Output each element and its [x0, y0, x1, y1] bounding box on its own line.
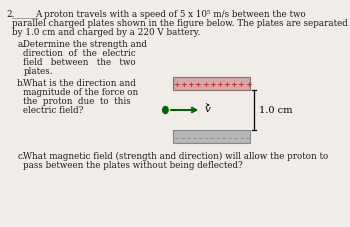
Text: ______: ______	[13, 10, 39, 19]
Text: plates.: plates.	[23, 67, 53, 76]
Text: –: –	[175, 133, 179, 141]
Text: the  proton  due  to  this: the proton due to this	[23, 96, 131, 106]
Text: –: –	[233, 133, 238, 141]
Text: +: +	[187, 81, 194, 89]
Text: +: +	[216, 81, 223, 89]
Text: b.: b.	[17, 79, 26, 88]
Text: –: –	[222, 133, 226, 141]
Text: +: +	[202, 81, 208, 89]
Text: +: +	[195, 81, 201, 89]
Text: –: –	[204, 133, 209, 141]
Text: –: –	[239, 133, 244, 141]
Text: –: –	[216, 133, 220, 141]
Text: –: –	[198, 133, 203, 141]
Text: +: +	[238, 81, 244, 89]
Text: field   between   the   two: field between the two	[23, 58, 136, 67]
Text: +: +	[180, 81, 187, 89]
Text: +: +	[245, 81, 251, 89]
Circle shape	[163, 107, 168, 114]
Text: +: +	[173, 81, 180, 89]
Text: A proton travels with a speed of 5 x 10⁵ m/s between the two: A proton travels with a speed of 5 x 10⁵…	[35, 10, 306, 19]
Bar	[173, 78, 250, 91]
Text: c.: c.	[17, 151, 25, 160]
Text: +: +	[209, 81, 216, 89]
Text: magnitude of the force on: magnitude of the force on	[23, 88, 139, 96]
Text: electric field?: electric field?	[23, 106, 84, 114]
Text: +: +	[223, 81, 230, 89]
Text: What magnetic field (strength and direction) will allow the proton to: What magnetic field (strength and direct…	[23, 151, 329, 160]
Text: direction  of  the  electric: direction of the electric	[23, 49, 136, 58]
Text: pass between the plates without being deflected?: pass between the plates without being de…	[23, 160, 243, 169]
Text: parallel charged plates shown in the figure below. The plates are separated: parallel charged plates shown in the fig…	[13, 19, 348, 28]
Text: –: –	[181, 133, 185, 141]
Text: by 1.0 cm and charged by a 220 V battery.: by 1.0 cm and charged by a 220 V battery…	[13, 28, 201, 37]
Text: –: –	[193, 133, 197, 141]
Text: a.: a.	[17, 40, 25, 49]
Text: –: –	[228, 133, 232, 141]
Text: –: –	[245, 133, 250, 141]
Text: 1.0 cm: 1.0 cm	[259, 106, 293, 115]
Text: –: –	[187, 133, 191, 141]
Text: What is the direction and: What is the direction and	[23, 79, 136, 88]
Text: v: v	[204, 105, 210, 114]
Text: –: –	[210, 133, 214, 141]
Bar	[173, 131, 250, 143]
Text: +: +	[230, 81, 237, 89]
Text: 2.: 2.	[6, 10, 15, 19]
Text: Determine the strength and: Determine the strength and	[23, 40, 147, 49]
